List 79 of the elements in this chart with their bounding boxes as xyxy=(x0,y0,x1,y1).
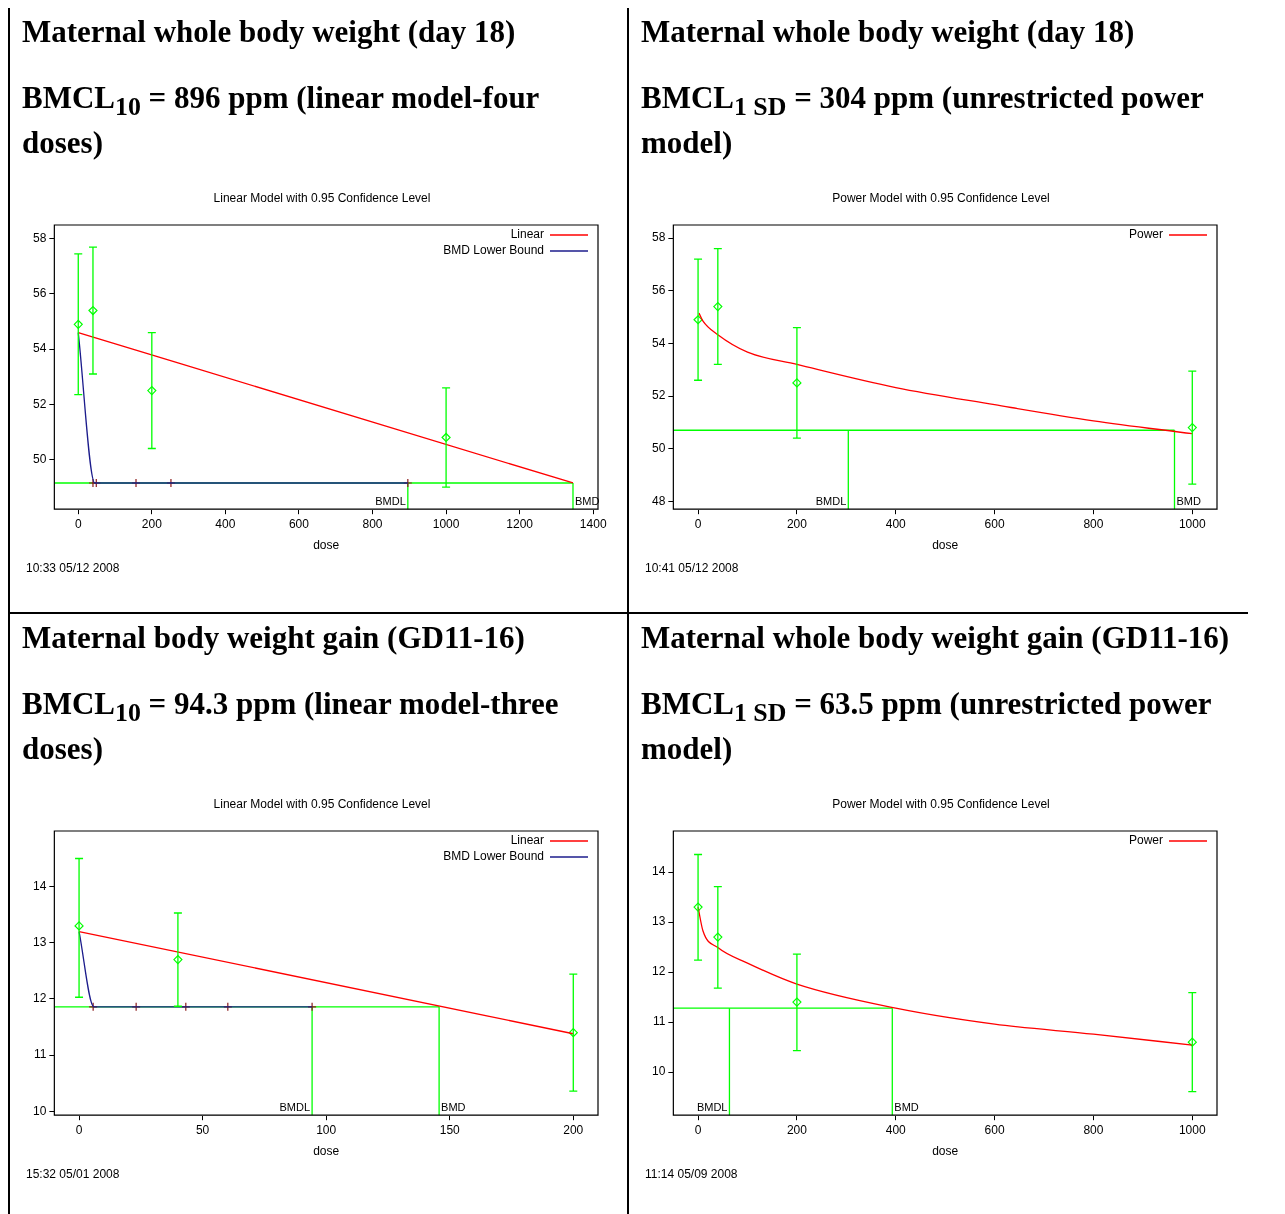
x-tick-label: 0 xyxy=(694,516,702,531)
y-tick-label: 10 xyxy=(651,1064,666,1079)
chart-title: Maternal whole body weight (day 18) xyxy=(22,14,517,50)
legend-label: Power xyxy=(1128,227,1163,242)
legend-label: BMD Lower Bound xyxy=(443,849,544,864)
text: BMCL$_{10}$ = 94.3 ppm (linear model-three doses) xyxy=(22,686,559,767)
y-tick-label: 14 xyxy=(651,864,666,879)
text: Power Model with 0.95 Confidence Level xyxy=(832,797,1050,812)
y-tick-label: 54 xyxy=(32,341,47,356)
ref-line-label: BMDL xyxy=(375,494,406,507)
y-tick-label: 58 xyxy=(651,230,666,245)
chart-title: Maternal body weight gain (GD11-16) xyxy=(22,620,526,656)
x-tick-label: 600 xyxy=(984,1122,1005,1137)
text: BMCL$_{1 SD}$ = 63.5 ppm (unrestricted power model) xyxy=(641,686,1212,767)
y-tick-label: 56 xyxy=(651,283,666,298)
x-tick-label: 800 xyxy=(1083,1122,1104,1137)
text: BMCL$_{1 SD}$ = 304 ppm (unrestricted power model) xyxy=(641,80,1204,161)
x-tick-label: 1200 xyxy=(506,516,534,531)
y-tick-label: 12 xyxy=(32,991,47,1006)
x-tick-label: 50 xyxy=(195,1122,210,1137)
text: Power Model with 0.95 Confidence Level xyxy=(832,191,1050,206)
legend-label: BMD Lower Bound xyxy=(443,243,544,258)
x-axis-title: dose xyxy=(932,1144,959,1159)
y-tick-label: 11 xyxy=(33,1047,47,1062)
ref-line-label: BMD xyxy=(1176,494,1201,507)
x-tick-label: 0 xyxy=(75,1122,83,1137)
x-tick-label: 200 xyxy=(141,516,163,531)
y-tick-label: 54 xyxy=(651,335,666,350)
y-tick-label: 12 xyxy=(651,964,666,979)
y-tick-label: 56 xyxy=(32,286,47,301)
x-tick-label: 1400 xyxy=(579,516,607,531)
x-tick-label: 1000 xyxy=(1178,1122,1206,1137)
x-axis-title: dose xyxy=(313,538,340,553)
ref-line-label: BMD xyxy=(441,1100,466,1113)
x-tick-label: 800 xyxy=(1083,516,1104,531)
y-tick-label: 48 xyxy=(651,493,666,508)
y-tick-label: 50 xyxy=(651,441,666,456)
x-tick-label: 0 xyxy=(694,1122,702,1137)
text: 15:32 05/01 2008 xyxy=(26,1167,120,1182)
x-tick-label: 1000 xyxy=(432,516,460,531)
text: 10:41 05/12 2008 xyxy=(645,561,739,576)
y-tick-label: 58 xyxy=(32,231,47,246)
x-tick-label: 400 xyxy=(215,516,236,531)
ref-line-label: BMD xyxy=(894,1100,919,1113)
x-tick-label: 200 xyxy=(786,1122,808,1137)
y-tick-label: 14 xyxy=(32,879,47,894)
y-tick-label: 13 xyxy=(651,914,666,929)
y-tick-label: 11 xyxy=(652,1014,666,1029)
x-tick-label: 0 xyxy=(74,516,82,531)
y-tick-label: 13 xyxy=(32,935,47,950)
ref-line-label: BMDL xyxy=(696,1100,728,1113)
x-axis-title: dose xyxy=(313,1144,340,1159)
text: 11:14 05/09 2008 xyxy=(645,1167,738,1182)
x-tick-label: 400 xyxy=(885,516,907,531)
x-tick-label: 400 xyxy=(885,1122,907,1137)
chart-title: Maternal whole body weight (day 18) xyxy=(641,14,1136,50)
text: Linear Model with 0.95 Confidence Level xyxy=(213,191,431,206)
x-tick-label: 1000 xyxy=(1178,516,1206,531)
x-tick-label: 200 xyxy=(786,516,808,531)
x-tick-label: 100 xyxy=(316,1122,337,1137)
x-tick-label: 150 xyxy=(439,1122,461,1137)
y-tick-label: 50 xyxy=(32,452,47,467)
ref-line-label: BMDL xyxy=(815,494,847,507)
y-tick-label: 10 xyxy=(32,1103,47,1118)
x-tick-label: 600 xyxy=(288,516,310,531)
legend-label: Linear xyxy=(510,227,544,242)
chart-title: Maternal whole body weight gain (GD11-16) xyxy=(641,620,1231,656)
x-axis-title: dose xyxy=(932,538,959,553)
text: BMCL$_{10}$ = 896 ppm (linear model-four doses) xyxy=(22,80,539,161)
x-tick-label: 600 xyxy=(984,516,1005,531)
x-tick-label: 200 xyxy=(563,1122,584,1137)
legend-label: Linear xyxy=(510,833,544,848)
text: Linear Model with 0.95 Confidence Level xyxy=(213,797,431,812)
legend-label: Power xyxy=(1128,833,1163,848)
x-tick-label: 800 xyxy=(362,516,383,531)
y-tick-label: 52 xyxy=(651,388,666,403)
ref-line-label: BMDL xyxy=(279,1100,311,1113)
y-tick-label: 52 xyxy=(32,396,47,411)
text: 10:33 05/12 2008 xyxy=(26,561,120,576)
